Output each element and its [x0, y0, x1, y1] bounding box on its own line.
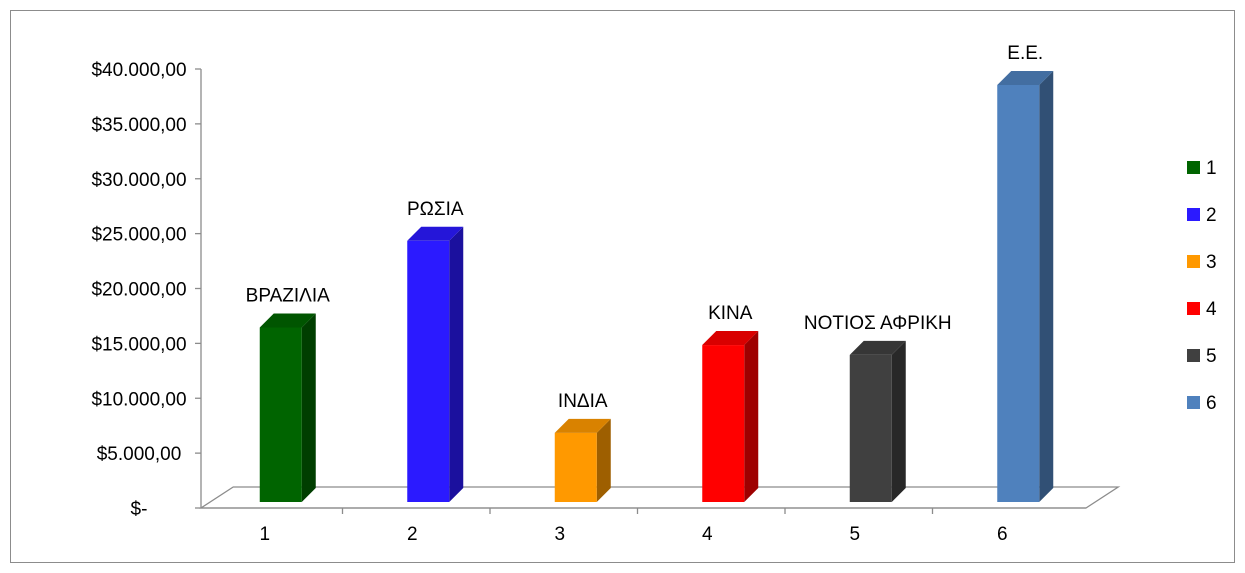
data-label: ΙΝΔΙΑ — [558, 391, 608, 412]
bar-top — [849, 340, 906, 355]
bar-side — [1039, 70, 1054, 502]
bar-top — [407, 226, 464, 241]
legend-label: 4 — [1206, 299, 1217, 320]
bar-top — [259, 313, 316, 328]
chart-frame: $- $5.000,00 $10.000,00 $15.000,00 $20.000,0… — [10, 10, 1235, 563]
legend-entry: 3 — [1187, 252, 1217, 273]
legend-label: 6 — [1206, 393, 1217, 414]
x-tick-label: 6 — [997, 524, 1008, 545]
y-tick-label: $20.000,00 — [91, 280, 186, 301]
legend-swatch — [1187, 255, 1200, 268]
bar-5 — [849, 340, 906, 502]
bar-2 — [407, 226, 464, 503]
bar-front — [259, 327, 302, 502]
legend-label: 2 — [1206, 205, 1217, 226]
legend-label: 1 — [1206, 158, 1217, 179]
bar-top — [997, 70, 1054, 85]
y-tick-label: $10.000,00 — [91, 389, 186, 410]
x-tick-label: 1 — [259, 524, 270, 545]
bar-side — [744, 331, 759, 502]
chart-floor — [198, 486, 1121, 509]
bar-side — [449, 226, 464, 503]
legend-entry: 2 — [1187, 205, 1217, 226]
bar-front — [554, 432, 597, 502]
legend-label: 5 — [1206, 346, 1217, 367]
data-label: ΝΟΤΙΟΣ ΑΦΡΙΚΗ — [804, 313, 952, 334]
bar-chart: $- $5.000,00 $10.000,00 $15.000,00 $20.000,0… — [91, 43, 1217, 545]
bar-side — [596, 418, 611, 502]
bar-3 — [554, 418, 611, 502]
legend-swatch — [1187, 349, 1200, 362]
bar-front — [849, 354, 892, 502]
legend-swatch — [1187, 161, 1200, 174]
data-label: ΒΡΑΖΙΛΙΑ — [246, 285, 330, 306]
y-tick-label: $5.000,00 — [97, 444, 182, 465]
data-label: Ε.Ε. — [1007, 43, 1043, 64]
x-tick-label: 3 — [554, 524, 565, 545]
y-tick-label: $30.000,00 — [91, 170, 186, 191]
bar-top — [702, 331, 759, 346]
x-tick-label: 4 — [702, 524, 713, 545]
legend-entry: 5 — [1187, 346, 1217, 367]
bar-1 — [259, 313, 316, 502]
y-tick-label: $25.000,00 — [91, 225, 186, 246]
x-tick-label: 2 — [407, 524, 418, 545]
legend-entry: 1 — [1187, 158, 1217, 179]
bar-side — [891, 340, 906, 502]
bar-top — [554, 418, 611, 433]
legend-swatch — [1187, 396, 1200, 409]
bar-front — [702, 345, 745, 502]
data-label: ΚΙΝΑ — [708, 303, 753, 324]
bar-4 — [702, 331, 759, 502]
y-tick-label: $40.000,00 — [91, 60, 186, 81]
y-tick-label: $35.000,00 — [91, 115, 186, 136]
y-tick-label: $- — [131, 499, 148, 520]
bar-front — [407, 240, 450, 503]
legend-swatch — [1187, 302, 1200, 315]
y-tick-label: $15.000,00 — [91, 334, 186, 355]
bar-side — [301, 313, 316, 502]
bar-6 — [997, 70, 1054, 502]
legend-swatch — [1187, 208, 1200, 221]
legend-label: 3 — [1206, 252, 1217, 273]
legend-entry: 6 — [1187, 393, 1217, 414]
data-label: ΡΩΣΙΑ — [407, 199, 464, 220]
legend-entry: 4 — [1187, 299, 1217, 320]
x-tick-label: 5 — [849, 524, 860, 545]
bar-front — [997, 84, 1040, 502]
